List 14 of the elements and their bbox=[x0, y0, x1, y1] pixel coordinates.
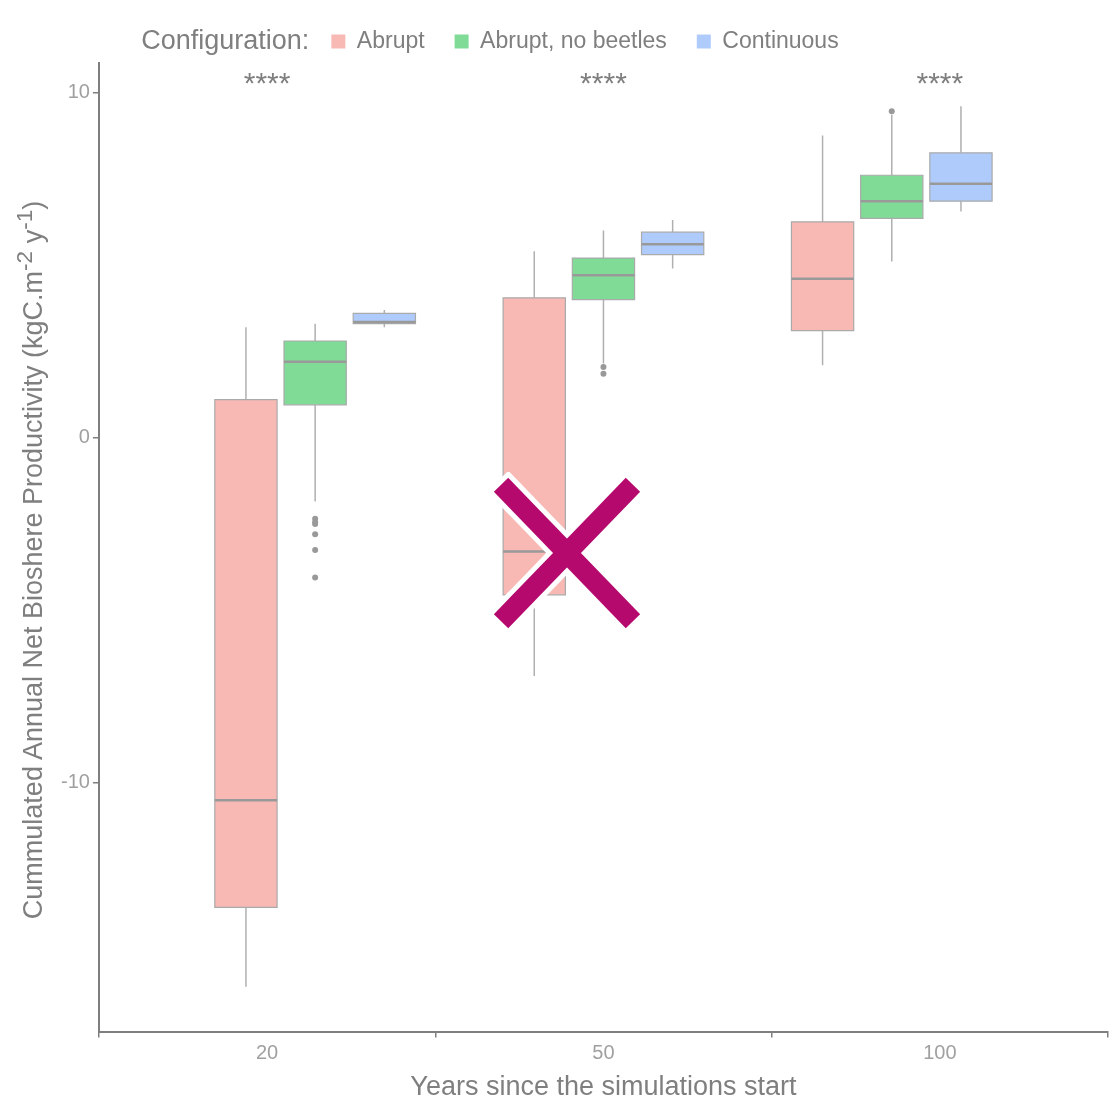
annotation: **** bbox=[916, 66, 964, 100]
x-tick-label: 50 bbox=[592, 1041, 615, 1064]
y-tick-label: 0 bbox=[78, 425, 90, 448]
legend-title: Configuration: bbox=[141, 24, 310, 55]
legend-label: Abrupt, no beetles bbox=[480, 26, 667, 53]
x-axis-title: Years since the simulations start bbox=[410, 1071, 798, 1102]
annotation: **** bbox=[580, 66, 628, 100]
legend-label: Abrupt bbox=[356, 26, 426, 53]
x-tick-label: 100 bbox=[923, 1041, 957, 1064]
annotation: **** bbox=[243, 66, 291, 100]
y-tick-label: -10 bbox=[61, 770, 90, 793]
y-tick-label: 10 bbox=[67, 79, 90, 102]
x-tick-label: 20 bbox=[255, 1041, 279, 1064]
legend-label: Continuous bbox=[722, 26, 839, 53]
